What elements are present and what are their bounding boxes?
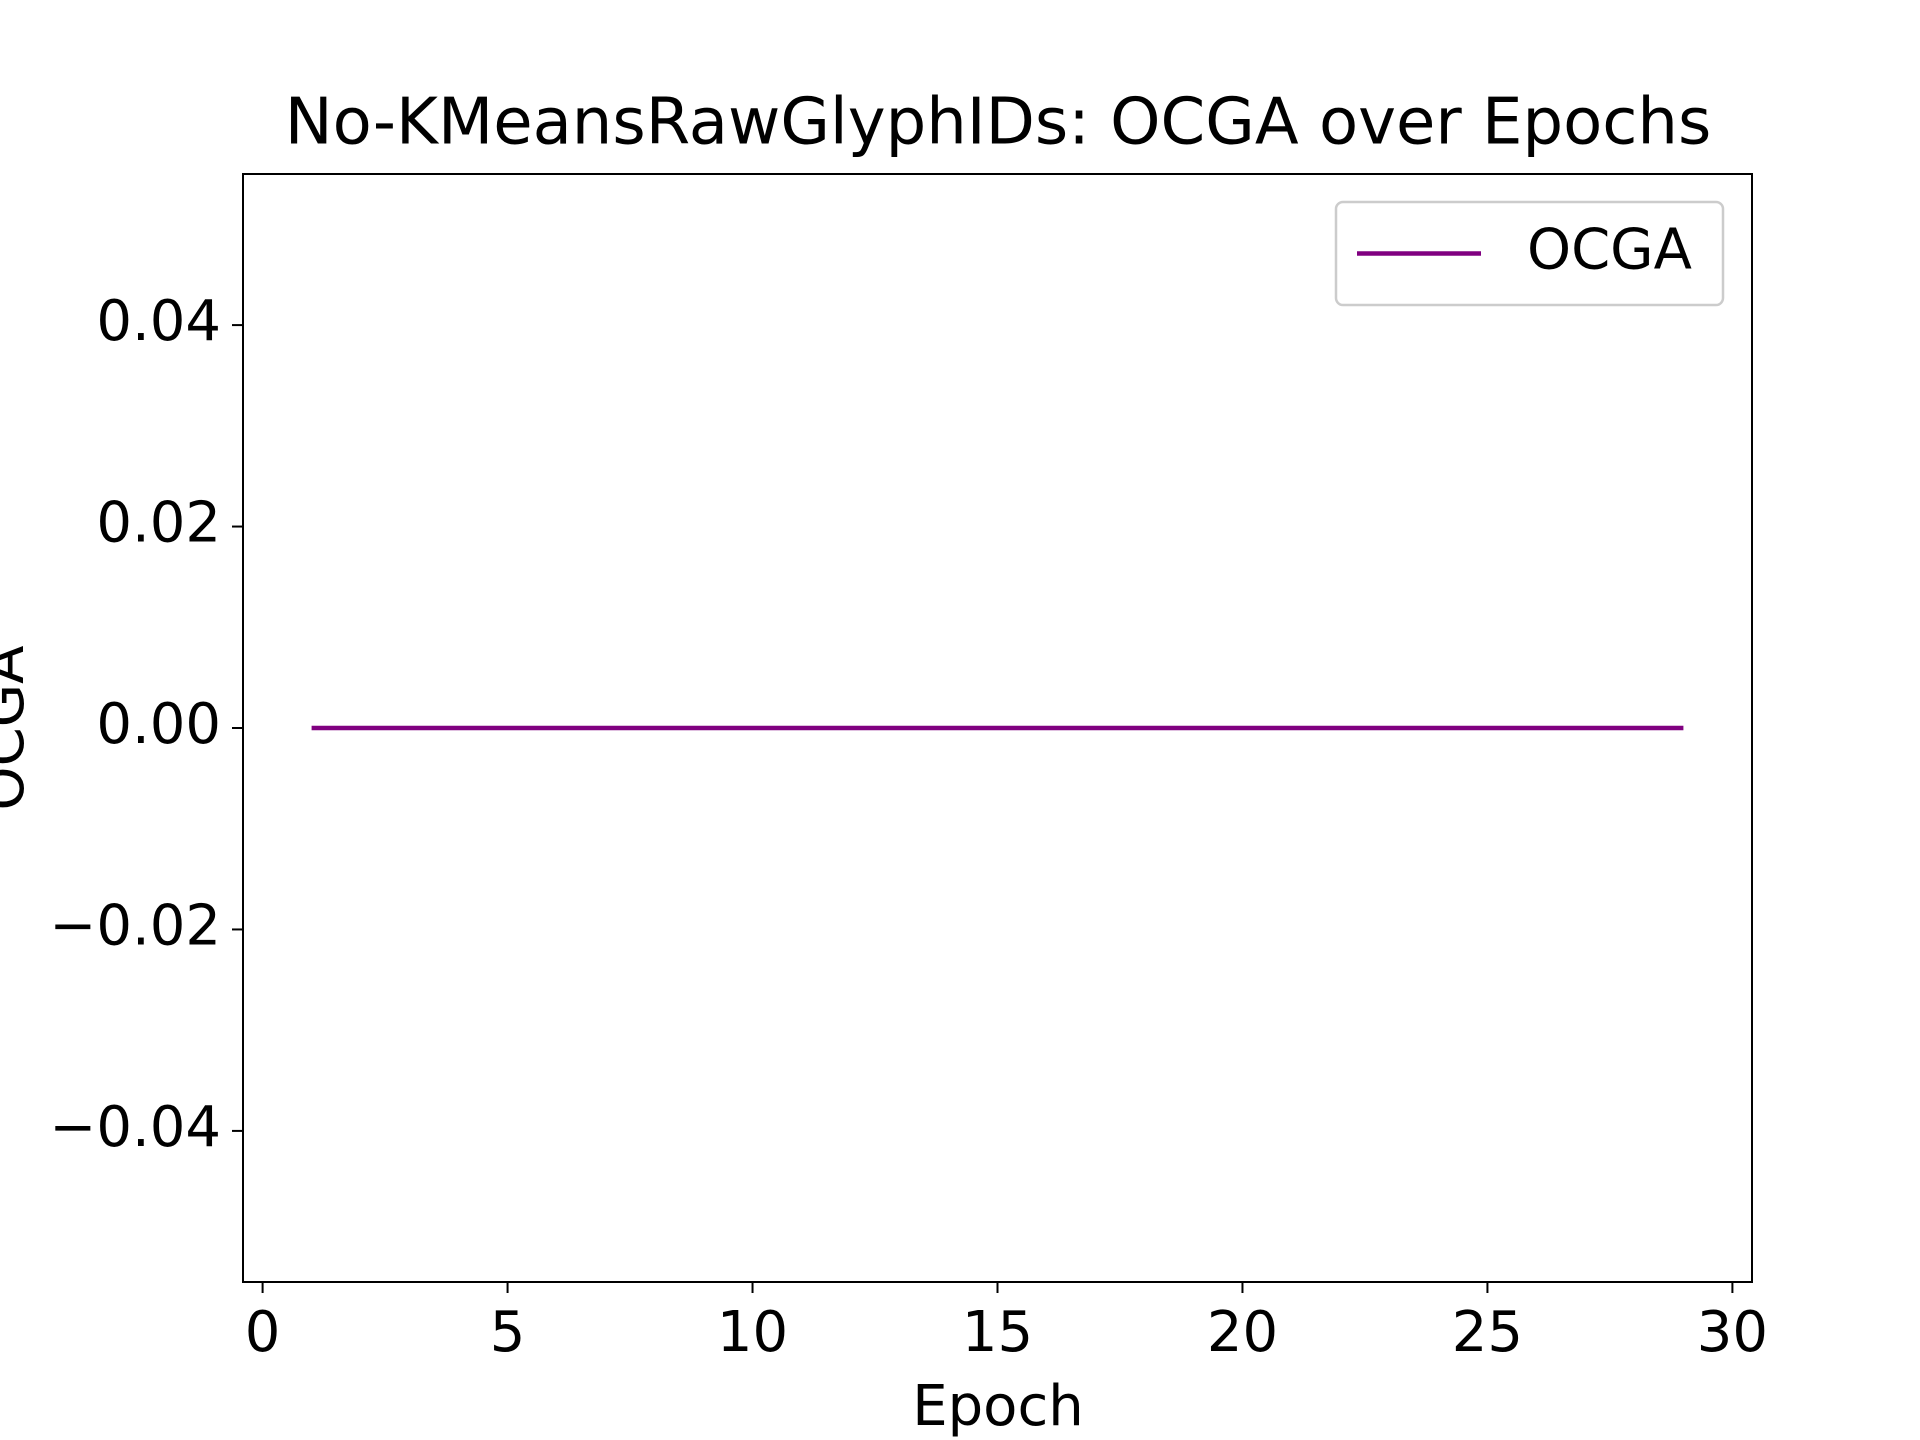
x-tick-label: 20 [1207, 1300, 1278, 1365]
y-tick-label: −0.02 [49, 894, 221, 959]
chart-title: No-KMeansRawGlyphIDs: OCGA over Epochs [285, 86, 1712, 160]
legend-label: OCGA [1527, 218, 1692, 283]
x-tick-label: 15 [962, 1300, 1033, 1365]
x-tick-label: 0 [245, 1300, 281, 1365]
x-tick-label: 5 [490, 1300, 526, 1365]
y-axis-label: OCGA [0, 646, 37, 811]
x-tick-label: 30 [1697, 1300, 1768, 1365]
x-axis-label: Epoch [912, 1374, 1083, 1439]
y-tick-label: 0.00 [96, 692, 221, 757]
y-tick-label: 0.04 [96, 289, 221, 354]
legend-box [1334, 200, 1725, 307]
y-tick-label: 0.02 [96, 491, 221, 556]
x-tick-label: 10 [717, 1300, 788, 1365]
plot-frame [242, 173, 1753, 1283]
y-tick-label: −0.04 [49, 1095, 221, 1160]
x-tick-label: 25 [1452, 1300, 1523, 1365]
